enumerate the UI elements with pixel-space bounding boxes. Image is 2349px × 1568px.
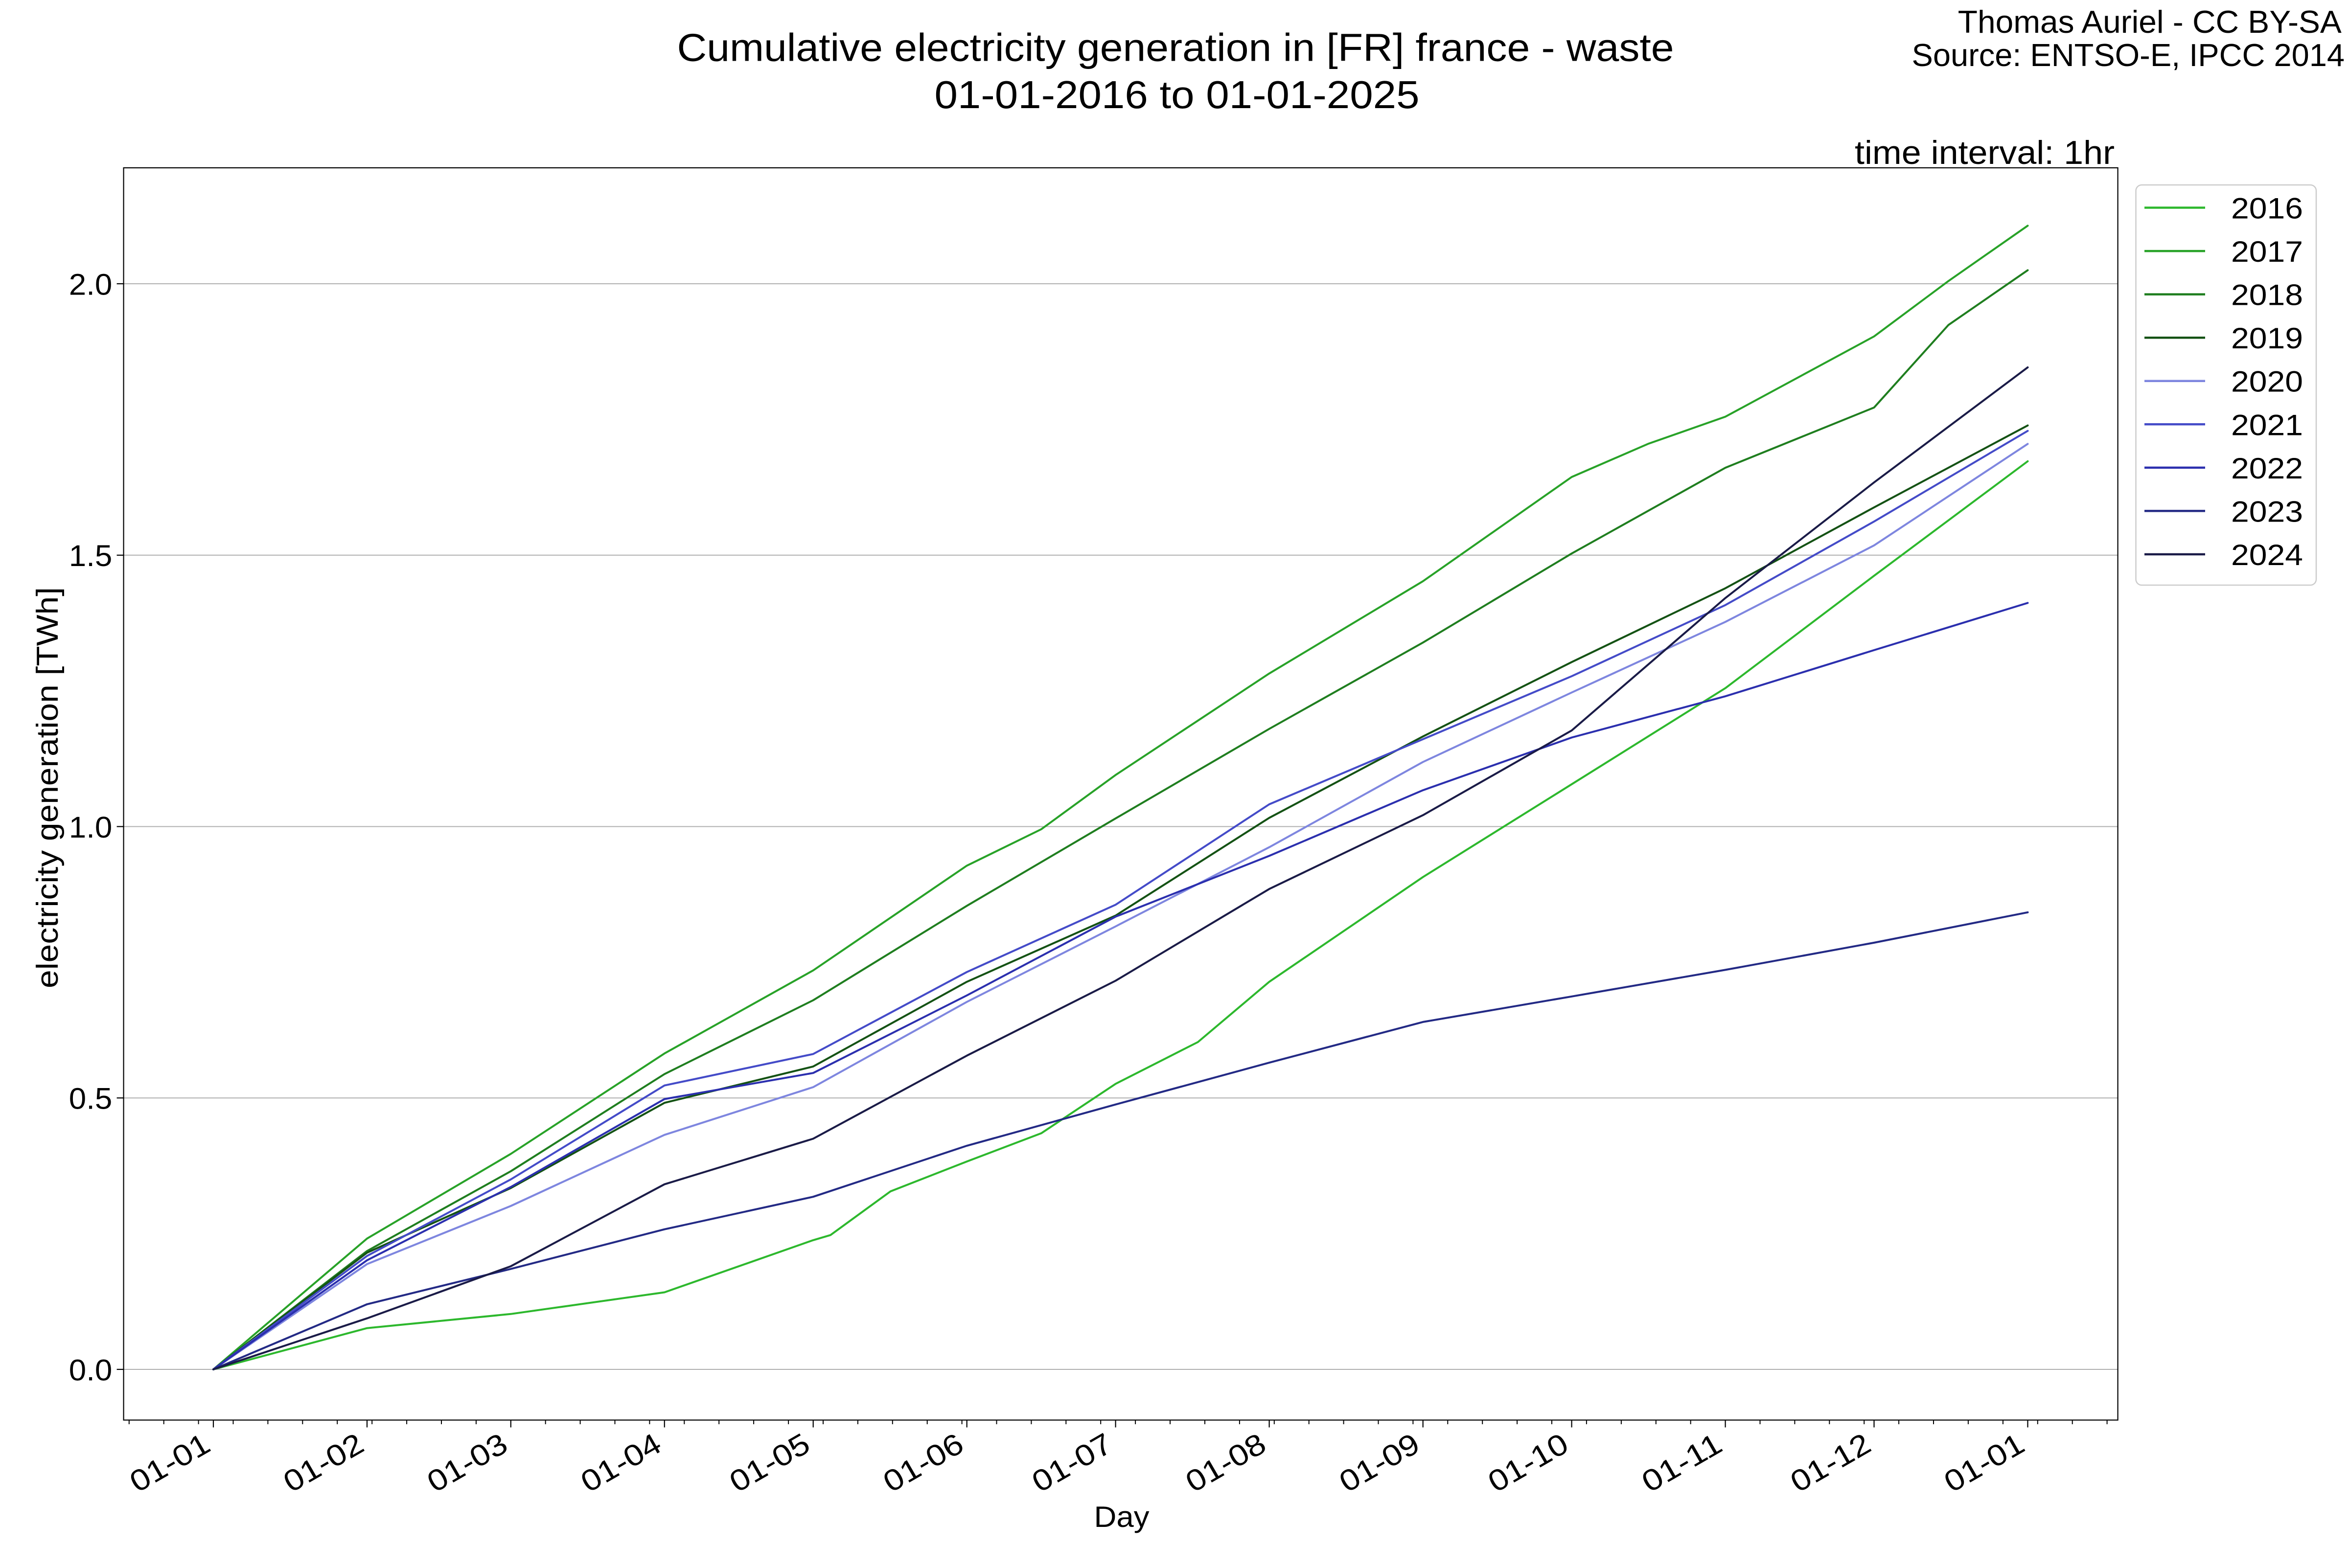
svg-text:2017: 2017 bbox=[2231, 235, 2303, 268]
svg-text:1.5: 1.5 bbox=[69, 539, 113, 572]
svg-text:2024: 2024 bbox=[2231, 539, 2303, 571]
svg-text:2018: 2018 bbox=[2231, 279, 2303, 312]
svg-text:0.5: 0.5 bbox=[69, 1082, 113, 1115]
svg-text:2021: 2021 bbox=[2231, 409, 2303, 441]
svg-text:2022: 2022 bbox=[2231, 452, 2303, 485]
svg-text:1.0: 1.0 bbox=[69, 811, 113, 844]
svg-text:2023: 2023 bbox=[2231, 495, 2303, 528]
svg-text:time interval: 1hr: time interval: 1hr bbox=[1855, 134, 2115, 171]
svg-text:2020: 2020 bbox=[2231, 365, 2303, 398]
svg-text:2019: 2019 bbox=[2231, 322, 2303, 355]
svg-text:Day: Day bbox=[1094, 1500, 1150, 1533]
svg-text:2.0: 2.0 bbox=[69, 268, 113, 301]
svg-text:Source: ENTSO-E, IPCC 2014: Source: ENTSO-E, IPCC 2014 bbox=[1912, 37, 2345, 73]
svg-text:0.0: 0.0 bbox=[69, 1353, 113, 1386]
svg-text:Thomas Auriel - CC BY-SA: Thomas Auriel - CC BY-SA bbox=[1958, 4, 2342, 40]
svg-text:01-01-2016 to 01-01-2025: 01-01-2016 to 01-01-2025 bbox=[935, 73, 1420, 116]
svg-text:2016: 2016 bbox=[2231, 192, 2303, 225]
svg-text:electricity generation [TWh]: electricity generation [TWh] bbox=[31, 587, 65, 988]
svg-text:Cumulative electricity generat: Cumulative electricity generation in [FR… bbox=[677, 26, 1674, 69]
